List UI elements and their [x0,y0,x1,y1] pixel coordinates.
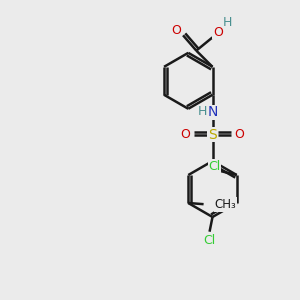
Text: S: S [208,128,217,142]
Text: O: O [181,128,190,141]
Text: Cl: Cl [208,160,221,173]
Text: O: O [172,23,182,37]
Text: N: N [208,106,218,119]
Text: O: O [213,26,223,39]
Text: H: H [197,105,207,119]
Text: Cl: Cl [203,234,216,247]
Text: H: H [223,16,232,28]
Text: CH₃: CH₃ [215,198,236,211]
Text: O: O [235,128,244,141]
